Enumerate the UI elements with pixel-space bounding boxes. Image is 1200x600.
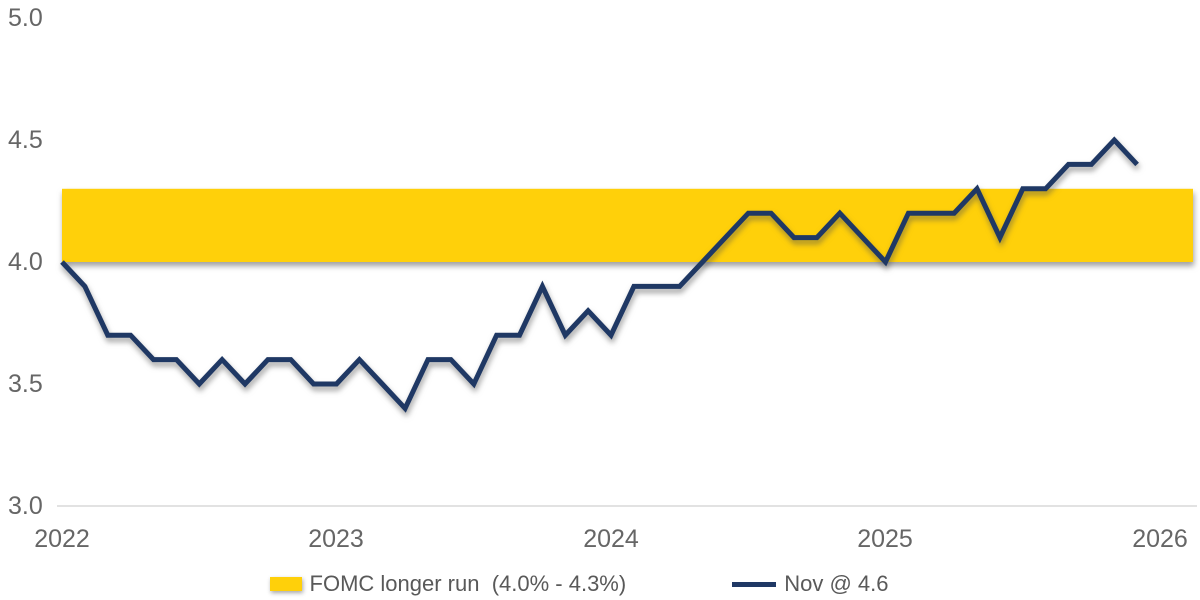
y-axis-tick-label: 3.0	[8, 492, 43, 520]
x-axis-tick-label: 2025	[857, 525, 913, 553]
legend-item-series: Nov @ 4.6	[732, 571, 888, 597]
y-axis-tick-label: 3.5	[8, 370, 43, 398]
y-axis-tick-label: 5.0	[8, 4, 43, 32]
legend-band-swatch-icon	[269, 577, 302, 591]
legend: FOMC longer run (4.0% - 4.3%) Nov @ 4.6	[0, 571, 1200, 597]
legend-line-swatch-icon	[732, 581, 777, 587]
fomc-longer-run-band	[62, 188, 1193, 262]
x-axis-tick-label: 2022	[34, 525, 90, 553]
x-axis-tick-label: 2024	[583, 525, 639, 553]
rate-series-line	[60, 136, 1139, 413]
legend-band-label: FOMC longer run (4.0% - 4.3%)	[309, 571, 627, 596]
x-axis-tick-label: 2023	[308, 525, 364, 553]
legend-item-band: FOMC longer run (4.0% - 4.3%)	[269, 571, 627, 597]
legend-series-label: Nov @ 4.6	[784, 571, 889, 596]
y-axis-tick-label: 4.0	[8, 248, 43, 276]
y-axis-tick-label: 4.5	[8, 126, 43, 154]
x-axis-tick-label: 2026	[1132, 525, 1188, 553]
